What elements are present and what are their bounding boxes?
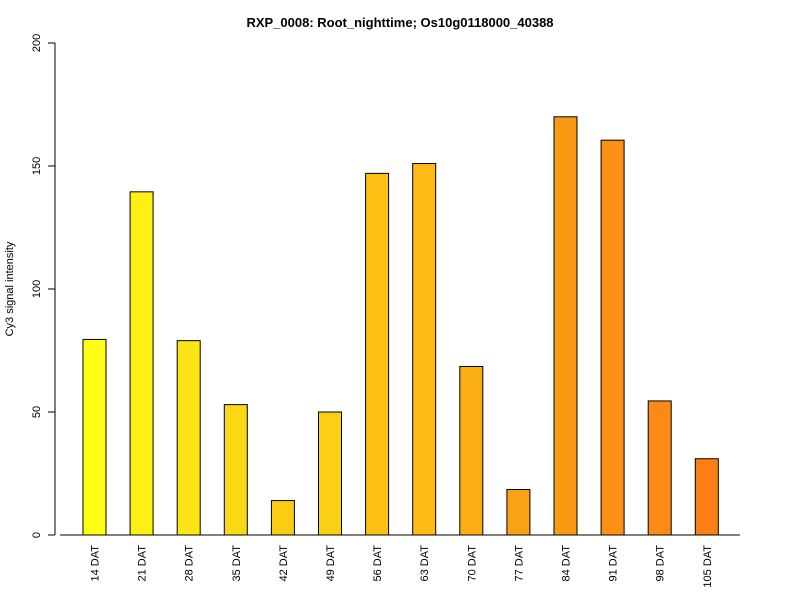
y-axis-label: Cy3 signal intensity: [4, 241, 16, 336]
x-tick-label-12: 98 DAT: [655, 545, 667, 582]
bar-14-dat: [82, 338, 107, 536]
x-tick-label-8: 70 DAT: [466, 545, 478, 582]
y-axis: 0 50 100 150 200: [31, 34, 56, 538]
bars-group: [82, 116, 719, 536]
bar-98-dat: [647, 400, 672, 536]
x-tick-label-7: 63 DAT: [419, 545, 431, 582]
bar-63-dat: [412, 163, 437, 536]
x-tick-label-11: 91 DAT: [608, 545, 620, 582]
bar-84-dat: [553, 116, 578, 536]
x-tick-label-6: 56 DAT: [372, 545, 384, 582]
bar-21-dat: [129, 191, 154, 536]
x-tick-label-1: 21 DAT: [137, 545, 149, 582]
y-tick-label-3: 150: [31, 157, 43, 175]
bar-49-dat: [318, 411, 342, 536]
x-tick-label-2: 28 DAT: [184, 545, 196, 582]
x-tick-label-13: 105 DAT: [702, 545, 714, 588]
x-tick-label-5: 49 DAT: [325, 545, 337, 582]
x-tick-label-3: 35 DAT: [231, 545, 243, 582]
y-tick-label-2: 100: [31, 280, 43, 298]
bar-70-dat: [459, 365, 484, 536]
bar-56-dat: [365, 172, 390, 536]
y-tick-label-1: 50: [31, 406, 43, 418]
bar-35-dat: [223, 404, 248, 536]
x-tick-label-9: 77 DAT: [513, 545, 525, 582]
bar-105-dat: [694, 458, 719, 536]
x-tick-label-10: 84 DAT: [561, 545, 573, 582]
bar-77-dat: [506, 488, 531, 536]
category-labels: 14 DAT 21 DAT 28 DAT 35 DAT 42 DAT 49 DAT 56 D…: [90, 545, 714, 588]
x-tick-label-0: 14 DAT: [90, 545, 102, 582]
bar-91-dat: [600, 139, 625, 536]
chart-title: RXP_0008: Root_nighttime; Os10g0118000_4…: [246, 15, 553, 30]
bar-42-dat: [270, 500, 295, 536]
x-tick-label-4: 42 DAT: [278, 545, 290, 582]
y-tick-label-4: 200: [31, 34, 43, 52]
bar-28-dat: [176, 340, 201, 536]
y-tick-label-0: 0: [31, 532, 43, 538]
